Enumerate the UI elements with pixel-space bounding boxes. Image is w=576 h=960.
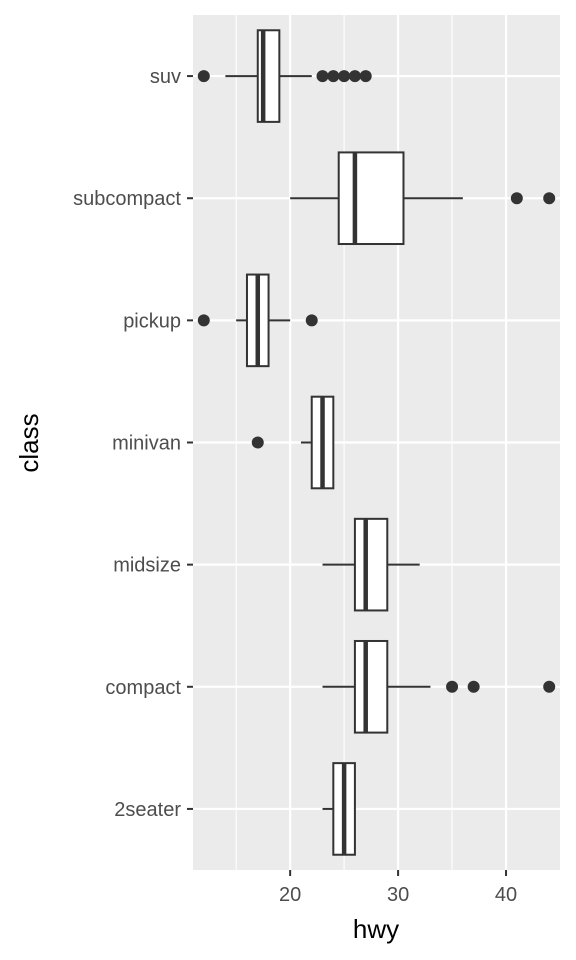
- grid-lines: [193, 15, 560, 870]
- box-suv: [197, 29, 372, 123]
- outlier-point: [543, 680, 556, 693]
- box-midsize: [322, 517, 420, 612]
- x-axis: 20 30 40: [279, 870, 517, 906]
- outlier-point: [197, 70, 210, 83]
- y-tick-label: midsize: [113, 555, 181, 577]
- outlier-point: [197, 314, 210, 327]
- outlier-point: [467, 680, 480, 693]
- outlier-point: [251, 436, 264, 449]
- outlier-point: [338, 70, 351, 83]
- x-tick-label: 40: [495, 884, 517, 906]
- outlier-point: [359, 70, 372, 83]
- iqr-box: [353, 639, 389, 734]
- iqr-box: [337, 151, 405, 246]
- box-2seater: [322, 762, 356, 856]
- x-tick-label: 20: [279, 884, 301, 906]
- y-tick-label: 2seater: [114, 799, 181, 821]
- outlier-point: [446, 680, 459, 693]
- outlier-point: [510, 192, 523, 205]
- box-subcompact: [290, 151, 556, 246]
- y-tick-label: subcompact: [73, 188, 181, 210]
- box-minivan: [251, 395, 335, 490]
- outlier-point: [327, 70, 340, 83]
- outlier-point: [305, 314, 318, 327]
- boxes: [197, 29, 556, 856]
- outlier-point: [543, 192, 556, 205]
- y-axis: 2seater compact midsize minivan pickup subcom…: [73, 66, 193, 821]
- outlier-point: [316, 70, 329, 83]
- y-tick-label: pickup: [123, 310, 181, 332]
- y-tick-label: minivan: [112, 433, 181, 455]
- outlier-point: [348, 70, 361, 83]
- x-axis-title: hwy: [353, 914, 399, 944]
- y-axis-title: class: [14, 413, 44, 472]
- x-tick-label: 30: [387, 884, 409, 906]
- box-pickup: [197, 273, 318, 368]
- y-tick-label: compact: [105, 677, 181, 699]
- box-compact: [322, 639, 556, 734]
- iqr-box: [353, 517, 389, 612]
- y-tick-label: suv: [150, 66, 181, 88]
